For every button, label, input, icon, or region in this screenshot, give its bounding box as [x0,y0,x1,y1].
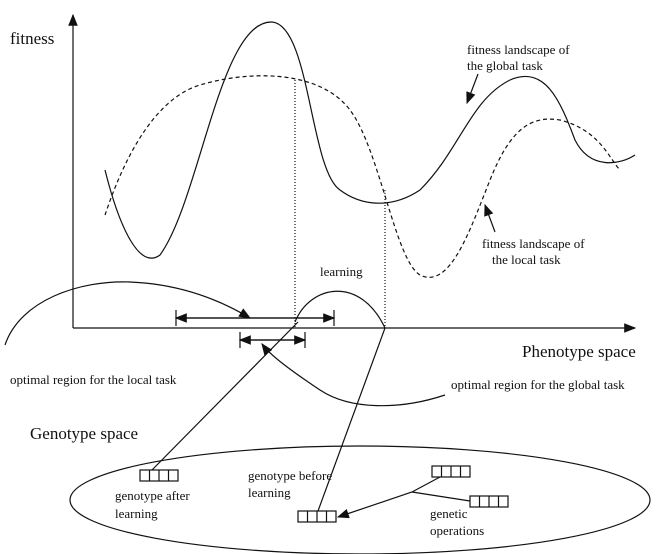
label: fitness landscape of [467,42,570,57]
label: genotype after [115,488,190,503]
genotype-box [139,469,179,482]
label: Genotype space [30,424,138,443]
label: genetic [430,506,468,521]
label: operations [430,523,484,538]
label-arrow [484,203,496,233]
y-axis-label: fitness [10,29,54,48]
mapping-line [317,327,386,512]
label-arrow [466,73,479,105]
local-landscape [104,75,621,278]
pointer-arc [261,343,446,407]
x-axis-label: Phenotype space [522,342,636,361]
genotype-box [431,465,471,478]
genotype-box [297,510,337,523]
label: learning [320,264,363,279]
label: optimal region for the local task [10,372,177,387]
operation-line [336,476,441,519]
operation-line [411,491,471,502]
genotype-ellipse [69,445,651,554]
label: the global task [467,58,543,73]
label: learning [248,485,291,500]
label: optimal region for the global task [451,377,625,392]
learning-curve [294,290,386,329]
label: genotype before [248,468,332,483]
label: learning [115,506,158,521]
global-landscape [104,21,636,259]
label: fitness landscape of [482,236,585,251]
mapping-line [151,321,299,471]
pointer-arc [4,281,252,346]
label: the local task [492,252,561,267]
genotype-box [469,495,509,508]
